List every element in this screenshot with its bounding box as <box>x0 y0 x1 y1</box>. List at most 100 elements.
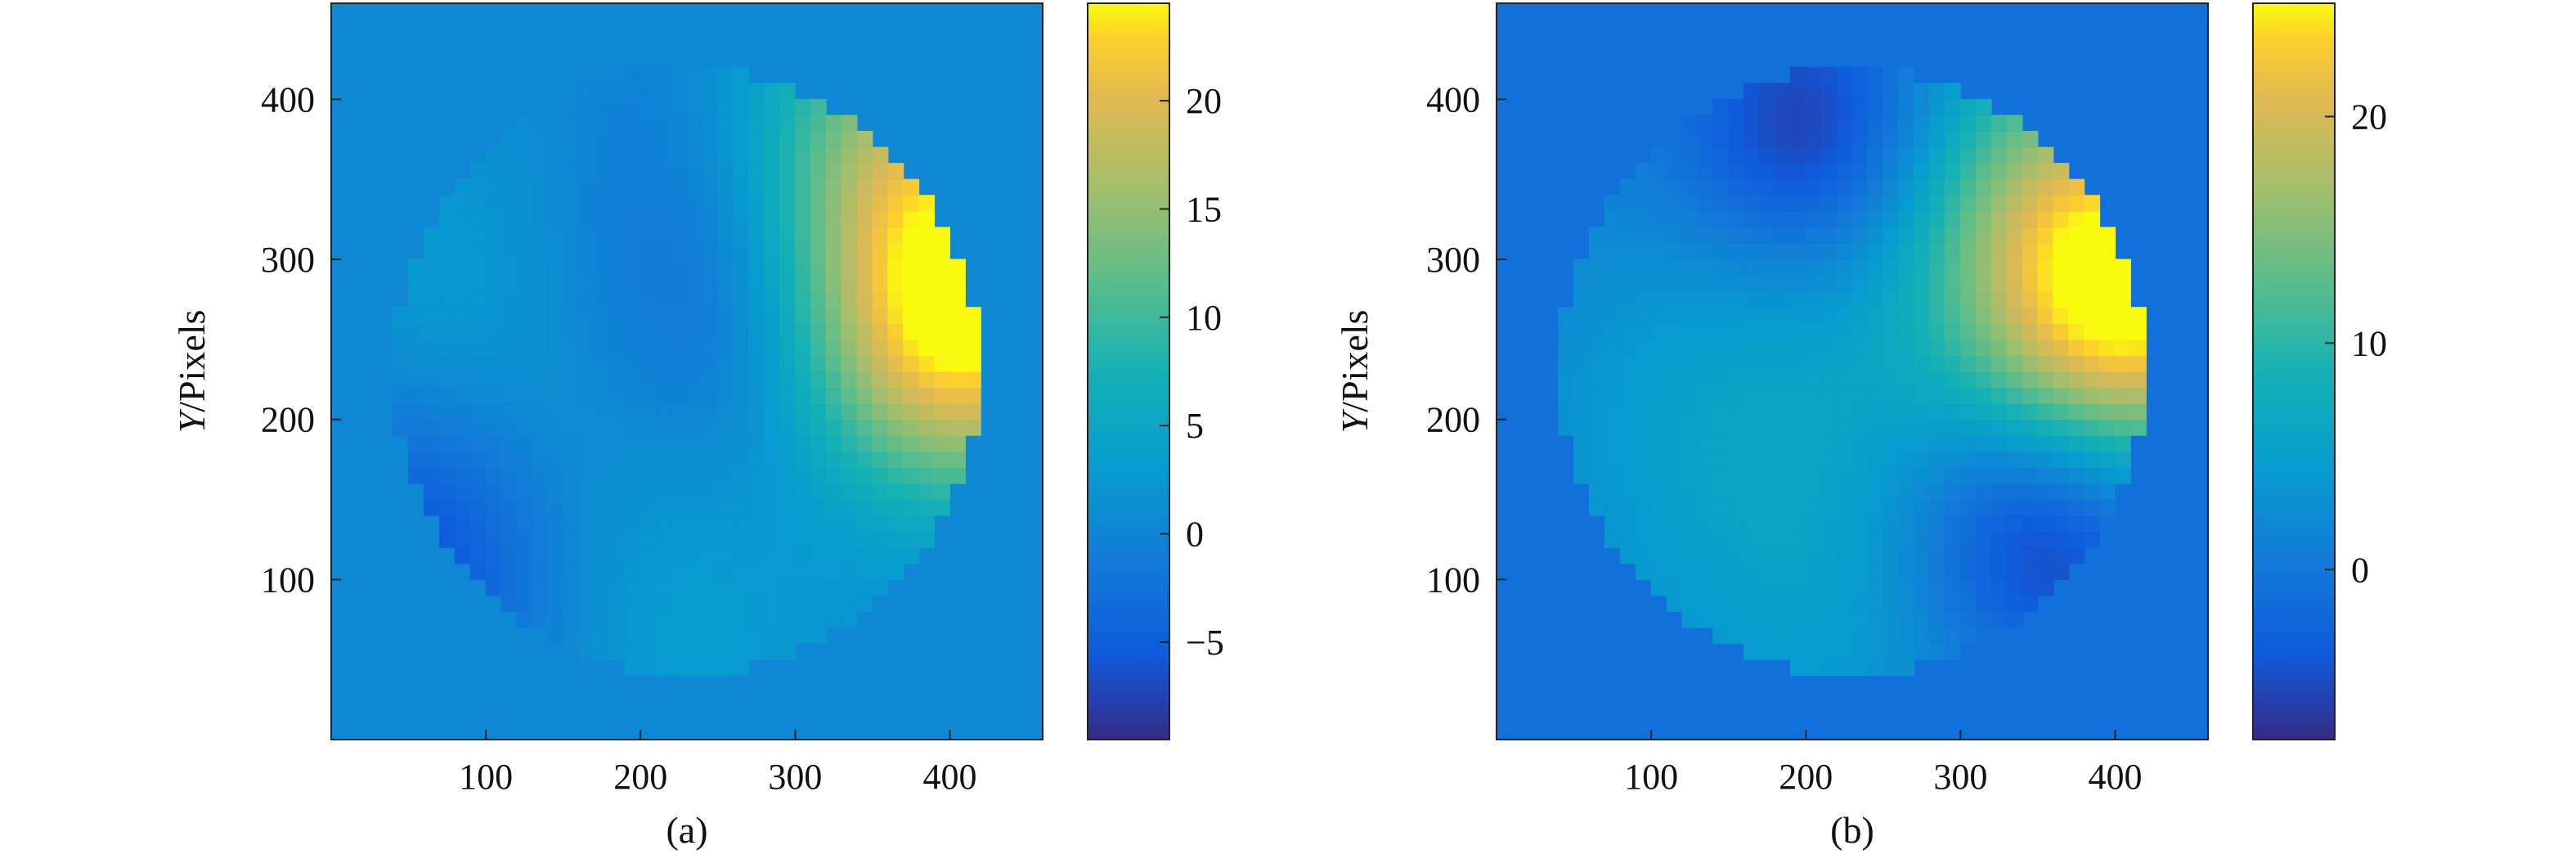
heatmap-cell <box>1774 339 1791 356</box>
heatmap-cell <box>500 322 518 340</box>
heatmap-cell <box>1697 563 1714 580</box>
heatmap-cell <box>1944 115 1961 133</box>
heatmap-cell <box>1990 322 2008 340</box>
heatmap-cell <box>872 531 889 548</box>
heatmap-cell <box>1789 227 1806 244</box>
heatmap-cell <box>1635 546 1652 564</box>
heatmap-cell <box>547 275 564 292</box>
heatmap-cell <box>563 627 580 645</box>
heatmap-cell <box>485 531 502 548</box>
heatmap-cell <box>408 403 424 421</box>
heatmap-cell <box>2022 466 2039 484</box>
heatmap-cell <box>1990 131 2008 148</box>
heatmap-cell <box>733 387 750 404</box>
heatmap-cell <box>1820 195 1838 212</box>
heatmap-cell <box>1588 466 1605 484</box>
heatmap-cell <box>1851 403 1869 421</box>
heatmap-cell <box>578 242 595 260</box>
heatmap-cell <box>887 242 904 260</box>
heatmap-cell <box>1744 210 1761 228</box>
heatmap-cell <box>748 178 765 196</box>
heatmap-cell <box>454 307 471 324</box>
heatmap-cell <box>578 627 595 645</box>
heatmap-cell <box>640 659 657 677</box>
heatmap-cell <box>1929 578 1945 596</box>
heatmap-cell <box>608 499 626 516</box>
heatmap-cell <box>500 354 518 372</box>
heatmap-cell <box>1990 434 2008 452</box>
heatmap-cell <box>872 515 889 533</box>
heatmap-cell <box>1681 178 1699 196</box>
heatmap-cell <box>2068 466 2085 484</box>
heatmap-cell <box>764 546 780 564</box>
heatmap-cell <box>1990 290 2008 308</box>
heatmap-cell <box>624 419 641 436</box>
heatmap-cell <box>1774 627 1791 645</box>
heatmap-cell <box>563 466 580 484</box>
heatmap-cell <box>1744 515 1761 533</box>
heatmap-cell <box>671 563 688 580</box>
heatmap-cell <box>2053 195 2070 212</box>
heatmap-cell <box>1867 627 1884 645</box>
heatmap-cell <box>2006 275 2023 292</box>
heatmap-cell <box>563 307 580 324</box>
heatmap-cell <box>1789 178 1806 196</box>
heatmap-cell <box>469 339 487 356</box>
heatmap-cell <box>1697 195 1714 212</box>
heatmap-cell <box>1944 322 1961 340</box>
heatmap-cell <box>594 83 610 100</box>
heatmap-cell <box>1604 242 1621 260</box>
heatmap-cell <box>2053 178 2070 196</box>
heatmap-cell <box>1944 259 1961 277</box>
heatmap-cell <box>1820 290 1838 308</box>
heatmap-cell <box>624 434 641 452</box>
heatmap-cell <box>748 627 765 645</box>
heatmap-cell <box>547 98 564 116</box>
heatmap-cell <box>547 499 564 516</box>
heatmap-cell <box>1666 483 1683 501</box>
heatmap-cell <box>469 387 487 404</box>
heatmap-cell <box>2037 210 2054 228</box>
heatmap-cell <box>594 242 610 260</box>
heatmap-cell <box>686 546 703 564</box>
heatmap-cell <box>748 515 765 533</box>
heatmap-cell <box>1697 387 1714 404</box>
heatmap-cell <box>1681 259 1699 277</box>
heatmap-cell <box>702 354 719 372</box>
heatmap-cell <box>1712 387 1730 404</box>
heatmap-cell <box>563 210 580 228</box>
heatmap-cell <box>779 499 796 516</box>
heatmap-cell <box>516 307 533 324</box>
y-tick-label: 100 <box>1426 560 1480 600</box>
heatmap-cell <box>1867 643 1884 660</box>
heatmap-cell <box>2115 434 2131 452</box>
heatmap-cell <box>1666 242 1683 260</box>
heatmap-cell <box>964 371 981 389</box>
heatmap-cell <box>1712 146 1730 164</box>
x-tick-label: 100 <box>459 757 513 797</box>
heatmap-cell <box>594 387 610 404</box>
heatmap-cell <box>1836 115 1853 133</box>
heatmap-cell <box>1650 178 1667 196</box>
heatmap-cell <box>1867 610 1884 628</box>
heatmap-cell <box>2022 307 2039 324</box>
heatmap-cell <box>1635 227 1652 244</box>
heatmap-cell <box>671 403 688 421</box>
heatmap-cell <box>469 483 487 501</box>
heatmap-cell <box>1959 610 1977 628</box>
heatmap-cell <box>408 419 424 436</box>
heatmap-cell <box>655 371 672 389</box>
heatmap-cell <box>516 419 533 436</box>
heatmap-cell <box>454 339 471 356</box>
heatmap-cell <box>764 322 780 340</box>
heatmap-cell <box>686 339 703 356</box>
heatmap-cell <box>500 387 518 404</box>
heatmap-cell <box>1883 466 1900 484</box>
heatmap-cell <box>485 371 502 389</box>
heatmap-cell <box>764 210 780 228</box>
heatmap-cell <box>2068 531 2085 548</box>
y-axis-label-unit: /Pixels <box>1334 310 1376 412</box>
heatmap-cell <box>423 339 440 356</box>
heatmap-cell <box>2006 451 2023 468</box>
heatmap-cell <box>1789 610 1806 628</box>
